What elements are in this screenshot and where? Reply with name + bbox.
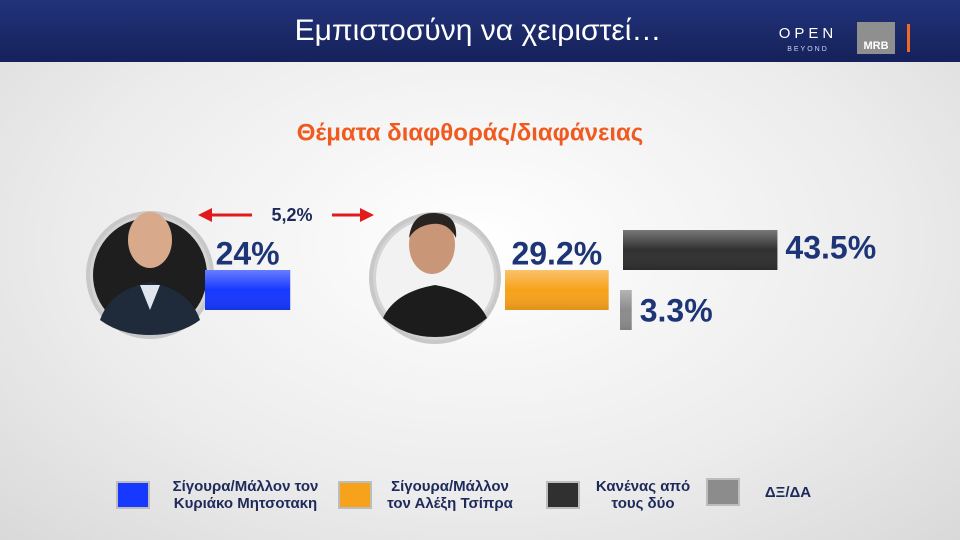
legend-item: Κανένας από τους δύο [546, 478, 698, 512]
legend-label: Σίγουρα/Μάλλον τον Αλέξη Τσίπρα [387, 478, 513, 512]
difference-annotation: 5,2% [271, 205, 312, 225]
chart-subtitle: Θέματα διαφθοράς/διαφάνειας [297, 119, 643, 146]
photo-2 [369, 212, 501, 344]
bar-shine [205, 270, 291, 310]
logo-beyond: BEYOND [787, 46, 829, 53]
value-label: 43.5% [785, 229, 876, 265]
legend-label: ΔΞ/ΔΑ [764, 483, 812, 501]
chart-title: Εμπιστοσύνη να χειριστεί… [295, 14, 662, 47]
logo-open: OPEN [779, 25, 838, 42]
header-band [0, 0, 960, 62]
logo-mrb-box [857, 22, 895, 54]
bar-shine [623, 230, 778, 270]
bar-shine [620, 290, 632, 330]
legend-swatch [706, 478, 740, 506]
logo-accent [907, 24, 910, 52]
value-label: 29.2% [511, 235, 602, 271]
value-label: 24% [216, 235, 280, 271]
legend-label: Σίγουρα/Μάλλον τον Κυριάκο Μητσοτακη [172, 478, 319, 512]
difference-arrows [198, 208, 374, 222]
legend-item: ΔΞ/ΔΑ [706, 478, 828, 506]
legend-swatch [546, 481, 580, 509]
logo-mrb: MRB [863, 40, 888, 52]
legend-swatch [338, 481, 372, 509]
legend-item: Σίγουρα/Μάλλον τον Αλέξη Τσίπρα [338, 478, 520, 512]
value-label: 3.3% [640, 292, 713, 328]
legend-label: Κανένας από τους δύο [595, 478, 691, 512]
legend-swatch [116, 481, 150, 509]
bar-shine [505, 270, 609, 310]
photo-1 [86, 211, 214, 339]
legend-item: Σίγουρα/Μάλλον τον Κυριάκο Μητσοτακη [116, 478, 333, 512]
